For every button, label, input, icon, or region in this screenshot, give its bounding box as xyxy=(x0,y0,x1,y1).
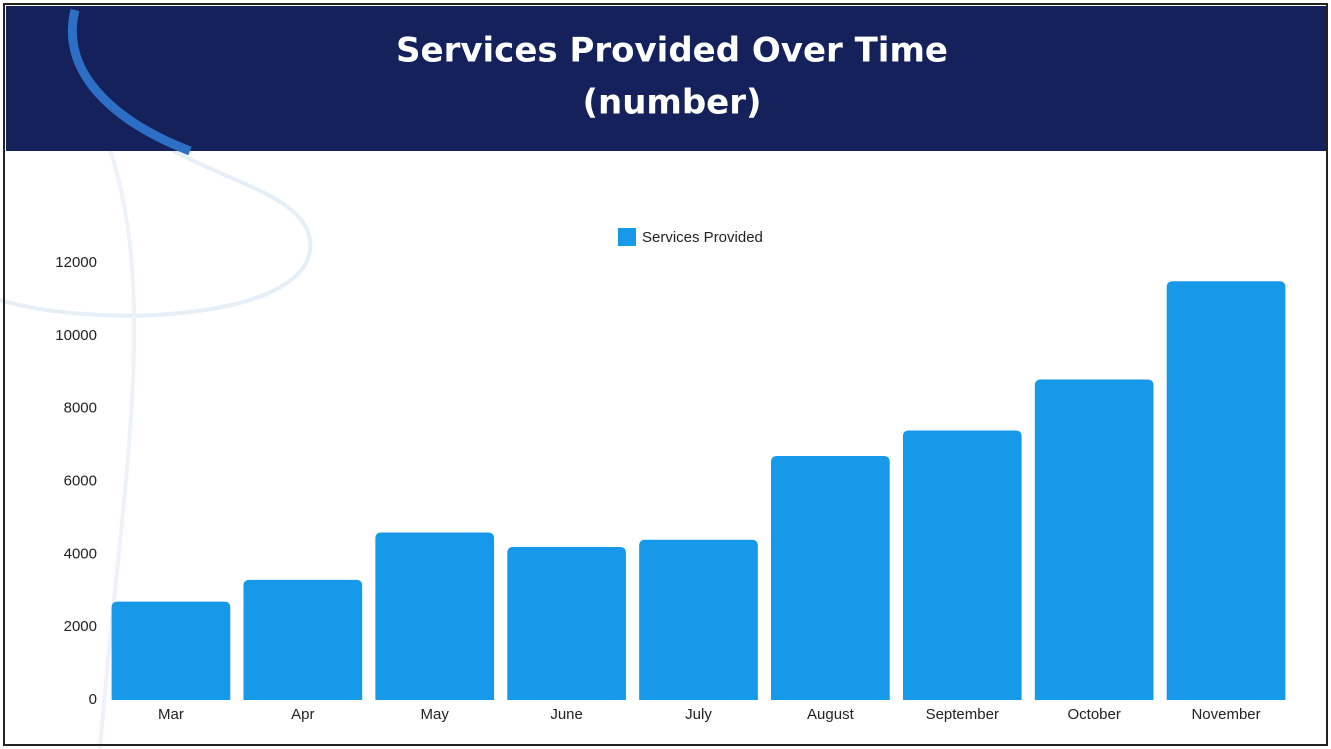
bar xyxy=(1035,380,1154,700)
chart: Services Provided Over Time (number) 0 20… xyxy=(0,0,1331,749)
x-tick-label: June xyxy=(550,706,583,723)
bar xyxy=(771,456,890,700)
y-tick-label: 4000 xyxy=(64,545,97,562)
legend-label: Services Provided xyxy=(642,229,763,246)
x-tick-label: Mar xyxy=(158,706,184,723)
x-tick-label: Apr xyxy=(291,706,314,723)
bar xyxy=(243,580,362,700)
y-tick-label: 2000 xyxy=(64,618,97,635)
y-tick-label: 0 xyxy=(89,691,97,708)
x-tick-label: September xyxy=(926,706,999,723)
y-tick-label: 6000 xyxy=(64,472,97,489)
chart-subtitle: (number) xyxy=(582,83,761,123)
bar xyxy=(375,532,494,700)
bar xyxy=(903,431,1022,700)
x-tick-label: July xyxy=(685,706,712,723)
bar xyxy=(639,540,758,700)
header xyxy=(6,6,1326,151)
chart-title: Services Provided Over Time xyxy=(396,31,948,71)
x-tick-label: May xyxy=(421,706,450,723)
bar xyxy=(507,547,626,700)
legend-swatch xyxy=(618,228,636,246)
x-tick-label: November xyxy=(1191,706,1260,723)
x-tick-label: August xyxy=(807,706,855,723)
bar xyxy=(112,602,231,700)
y-tick-label: 12000 xyxy=(55,254,97,271)
x-tick-label: October xyxy=(1067,706,1120,723)
y-tick-label: 8000 xyxy=(64,400,97,417)
y-tick-label: 10000 xyxy=(55,327,97,344)
bar xyxy=(1167,281,1286,700)
